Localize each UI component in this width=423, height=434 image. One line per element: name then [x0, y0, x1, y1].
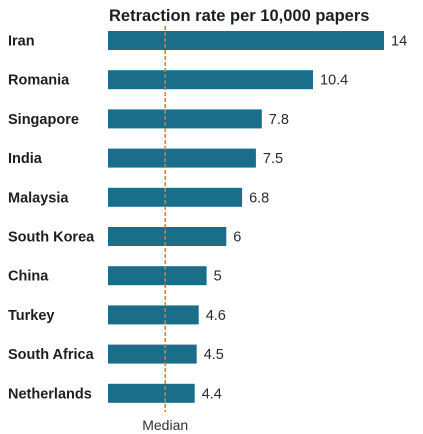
value-label: 5	[214, 269, 222, 285]
category-label: Iran	[8, 34, 35, 50]
bar	[108, 344, 197, 364]
category-label: South Africa	[8, 347, 95, 363]
value-label: 14	[391, 34, 407, 50]
median-label: Median	[142, 417, 188, 433]
bar	[108, 187, 243, 207]
value-label: 7.8	[269, 112, 289, 128]
bar	[108, 109, 262, 129]
category-label: India	[8, 151, 43, 167]
bar	[108, 383, 195, 403]
bar	[108, 305, 199, 325]
category-label: South Korea	[8, 230, 95, 246]
bar	[108, 148, 256, 168]
category-label: Netherlands	[8, 386, 92, 402]
value-label: 4.4	[202, 386, 222, 402]
value-label: 6.8	[249, 190, 269, 206]
value-label: 4.5	[204, 347, 224, 363]
bars-layer: Netherlands South Africa Turkey China South …	[8, 31, 407, 403]
category-label: Romania	[8, 73, 70, 89]
value-label: 6	[233, 230, 241, 246]
bar	[108, 31, 384, 50]
value-label: 10.4	[320, 73, 348, 89]
value-label: 4.6	[206, 308, 226, 324]
bar	[108, 266, 207, 286]
category-label: Turkey	[8, 308, 54, 324]
chart-title: Retraction rate per 10,000 papers	[109, 7, 369, 25]
value-label: 7.5	[263, 151, 283, 167]
bar	[108, 70, 313, 90]
category-label: Malaysia	[8, 190, 69, 206]
category-label: China	[8, 269, 49, 285]
bar	[108, 227, 227, 246]
category-label: Singapore	[8, 112, 79, 128]
